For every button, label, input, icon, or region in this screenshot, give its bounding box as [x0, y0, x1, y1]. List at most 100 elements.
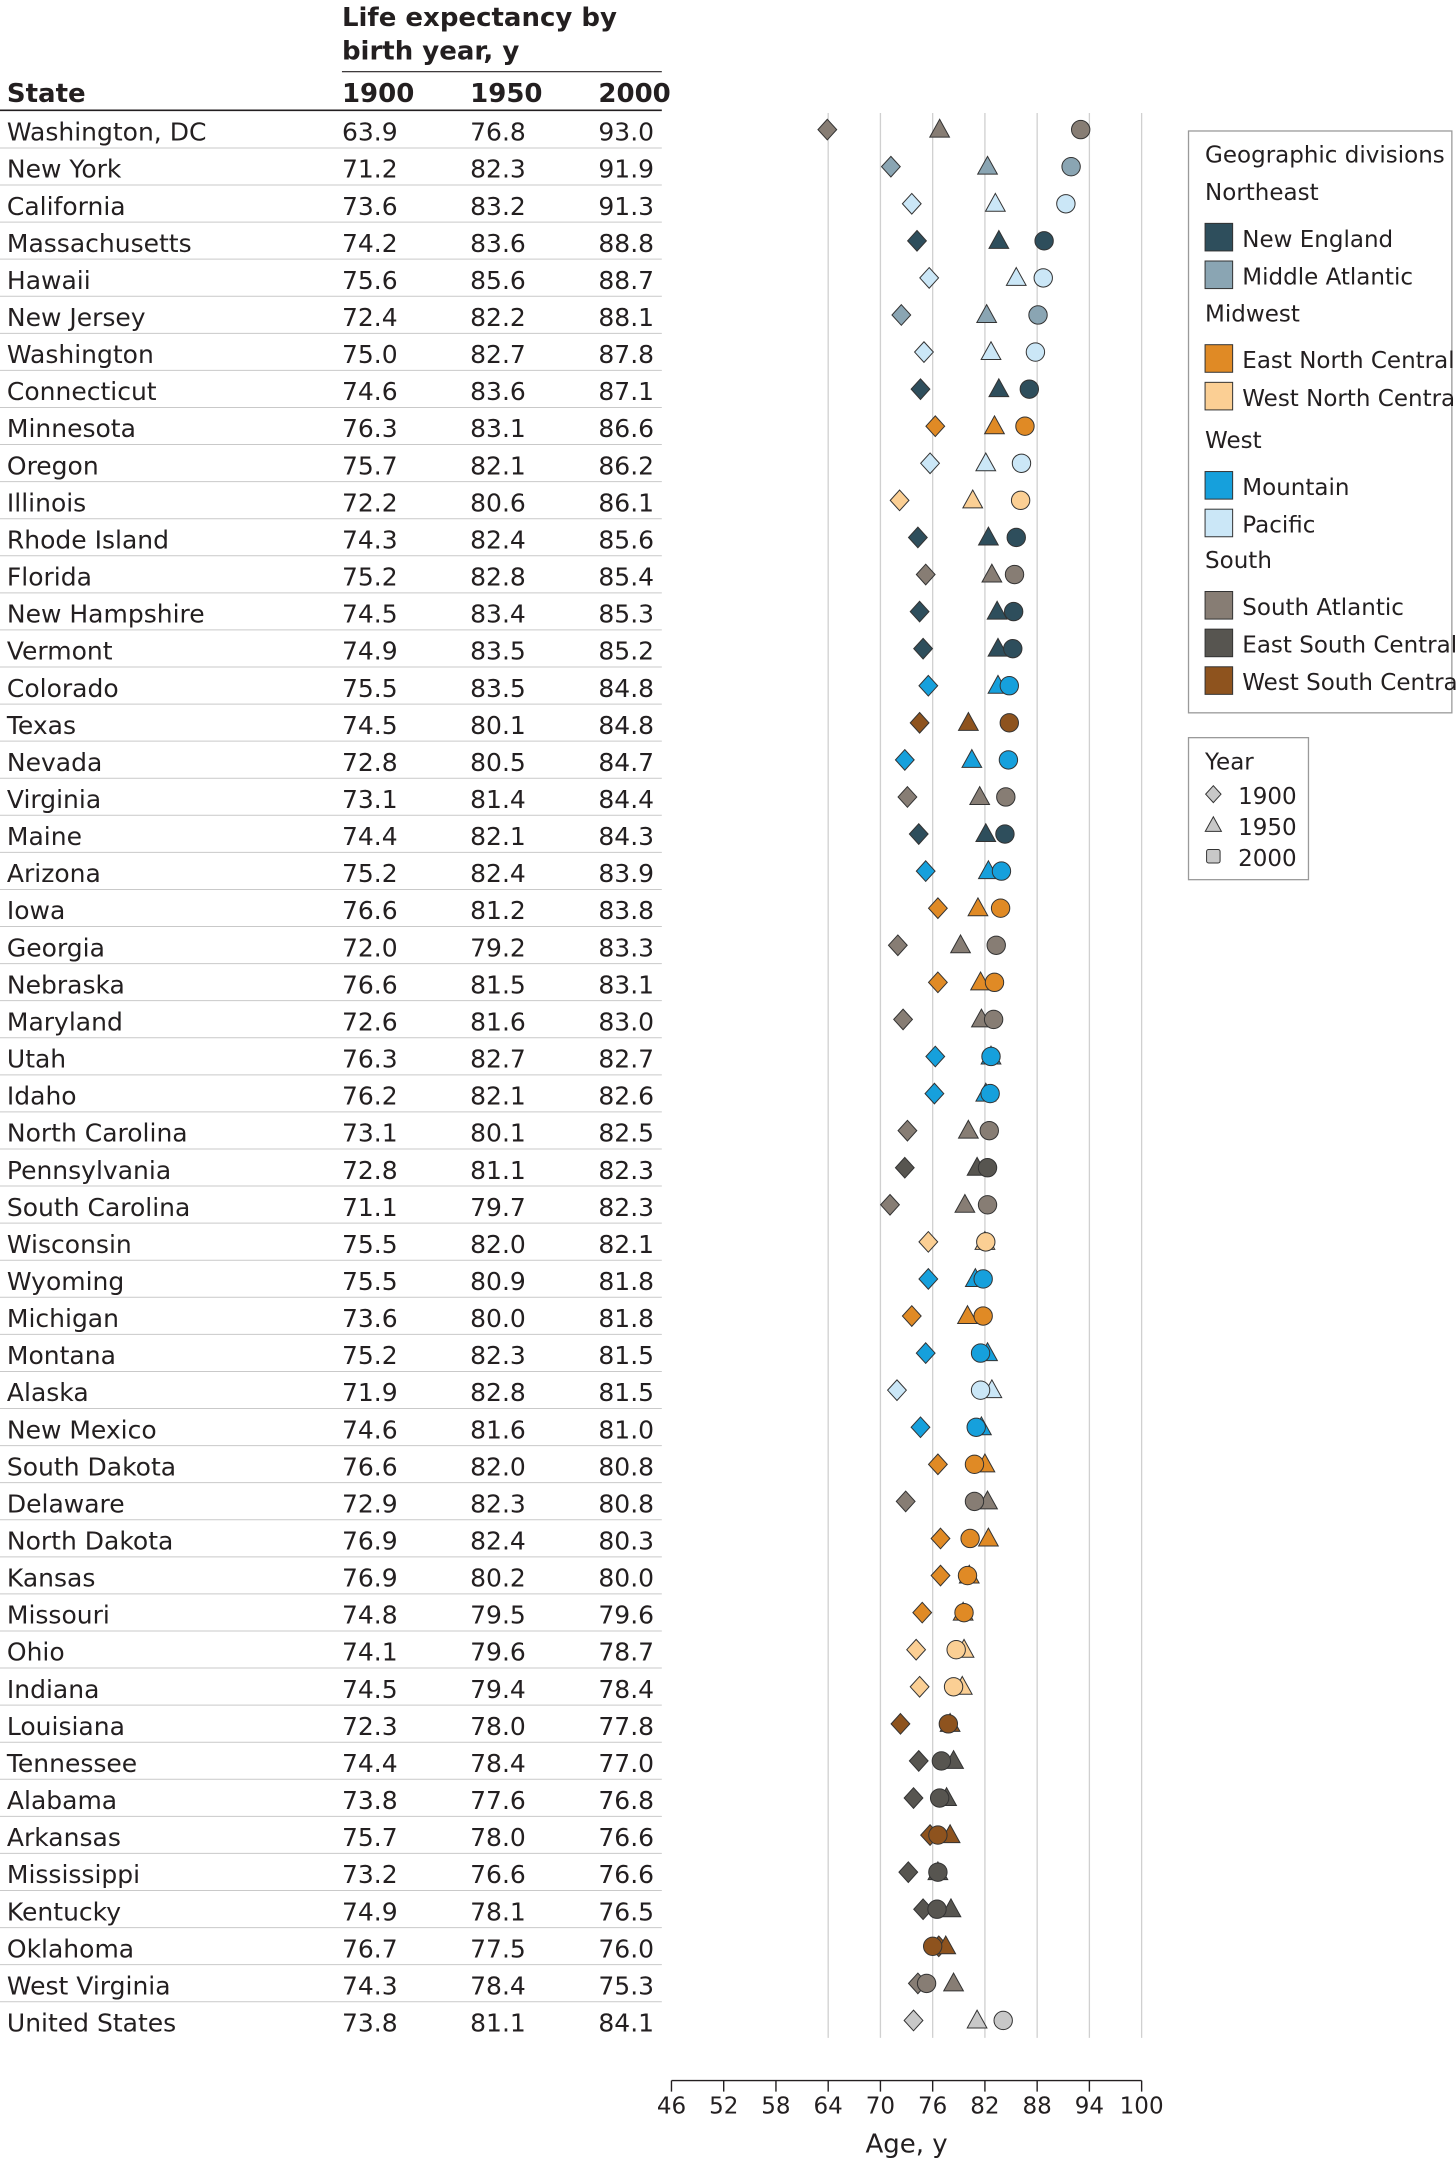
table-row: United States 73.8 81.1 84.1 [7, 2008, 654, 2037]
table-row: Kentucky 74.9 78.1 76.5 [0, 1897, 662, 1929]
table-row: Missouri 74.8 79.5 79.6 [0, 1601, 662, 1632]
value-1900: 76.7 [342, 1934, 398, 1963]
state-name: Connecticut [7, 377, 157, 406]
table-row: New York 71.2 82.3 91.9 [0, 155, 662, 186]
table-row: New Hampshire 74.5 83.4 85.3 [0, 600, 662, 631]
point-2000 [927, 1899, 947, 1919]
x-tick-label: 88 [1023, 2094, 1052, 2120]
value-1900: 74.6 [342, 377, 398, 406]
value-1950: 77.6 [470, 1786, 526, 1815]
value-1900: 72.0 [342, 933, 398, 962]
value-2000: 86.2 [598, 451, 654, 480]
point-1950 [957, 711, 980, 731]
legend-year-label: 1950 [1238, 815, 1297, 841]
legend-division-label: West South Central [1242, 670, 1456, 696]
state-name: United States [7, 2008, 176, 2037]
point-2000 [1004, 564, 1025, 585]
value-1950: 83.6 [470, 229, 526, 258]
point-group [922, 1934, 957, 1958]
point-2000 [960, 1528, 980, 1549]
value-1900: 71.2 [342, 155, 398, 184]
value-2000: 84.7 [598, 748, 654, 777]
point-2000 [1019, 379, 1040, 399]
point-1900 [909, 711, 930, 734]
value-1900: 73.8 [342, 1786, 398, 1815]
point-1950 [956, 1304, 979, 1325]
point-1900 [901, 192, 922, 215]
legend-region-label: Midwest [1205, 301, 1300, 327]
value-1900: 71.1 [342, 1193, 398, 1222]
value-1900: 76.6 [342, 896, 398, 925]
point-2000 [999, 713, 1019, 733]
dot-plot: 46 52 58 64 70 76 82 88 94 100 Age, y [657, 113, 1164, 2158]
legend-division-label: East South Central [1242, 633, 1456, 659]
value-1900: 74.9 [342, 637, 398, 666]
legend-divisions-box [1187, 130, 1453, 714]
x-tick-label: 76 [918, 2094, 947, 2120]
value-1900: 74.4 [342, 1749, 398, 1778]
point-1900 [927, 1453, 948, 1476]
point-1900 [891, 303, 912, 327]
point-group [927, 1452, 996, 1476]
point-2000 [976, 1232, 996, 1252]
state-name: New York [7, 155, 122, 184]
point-2000 [1010, 490, 1031, 511]
point-2000 [916, 1973, 937, 1994]
value-2000: 82.7 [598, 1045, 654, 1074]
point-2000 [964, 1491, 985, 1512]
value-1950: 78.4 [470, 1749, 526, 1778]
legend-swatch [1204, 222, 1234, 252]
point-1900 [907, 526, 928, 549]
value-2000: 82.5 [598, 1119, 654, 1148]
state-name: Nevada [7, 748, 102, 777]
table-row: Idaho 76.2 82.1 82.6 [0, 1082, 662, 1113]
point-1950 [966, 2009, 988, 2029]
value-1950: 82.7 [470, 1045, 526, 1074]
point-1900 [910, 378, 931, 401]
state-name: Maryland [7, 1007, 123, 1036]
point-1900 [889, 489, 910, 512]
point-group [903, 1786, 958, 1810]
value-2000: 81.0 [598, 1415, 654, 1444]
state-name: Idaho [7, 1082, 77, 1111]
state-name: Wyoming [7, 1267, 124, 1296]
point-2000 [970, 1380, 991, 1400]
point-group [886, 1378, 1003, 1402]
point-1900 [915, 1342, 936, 1365]
state-name: Missouri [7, 1601, 110, 1630]
point-1900 [895, 1490, 916, 1513]
value-1900: 76.6 [342, 1452, 398, 1481]
state-name: Minnesota [7, 414, 136, 443]
table-row: Massachusetts 74.2 83.6 88.8 [0, 229, 662, 260]
value-1950: 82.1 [470, 451, 526, 480]
point-1950 [980, 340, 1002, 361]
value-2000: 84.1 [598, 2008, 654, 2037]
state-name: California [7, 192, 126, 221]
table-row: Georgia 72.0 79.2 83.3 [0, 933, 662, 965]
state-name: Arkansas [7, 1823, 121, 1852]
legend-division-label: East North Central [1242, 348, 1454, 374]
value-2000: 78.4 [598, 1675, 654, 1704]
value-2000: 93.0 [598, 118, 654, 147]
legends: Geographic divisions Northeast New England… [1187, 130, 1456, 881]
value-2000: 88.1 [598, 303, 654, 332]
point-1950 [984, 192, 1007, 212]
point-group [898, 1860, 949, 1884]
point-group [894, 748, 1019, 771]
state-name: West Virginia [7, 1971, 171, 2000]
state-name: Florida [7, 563, 92, 592]
point-2000 [1028, 305, 1048, 325]
table-row: Nevada 72.8 80.5 84.7 [0, 748, 662, 779]
value-1950: 78.0 [470, 1823, 526, 1852]
table-row: Oklahoma 76.7 77.5 76.0 [0, 1934, 662, 1966]
point-group [880, 155, 1081, 178]
table-row: Washington 75.0 82.7 87.8 [0, 340, 662, 371]
point-1900 [912, 1601, 933, 1624]
legend-division-label: Pacific [1242, 513, 1315, 539]
value-2000: 76.6 [598, 1860, 654, 1889]
legend-division-label: South Atlantic [1242, 595, 1404, 621]
value-1900: 74.8 [342, 1601, 398, 1630]
table-row: Hawaii 75.6 85.6 88.7 [0, 266, 662, 297]
value-1950: 79.7 [470, 1193, 526, 1222]
table-row: Texas 74.5 80.1 84.8 [0, 711, 662, 742]
